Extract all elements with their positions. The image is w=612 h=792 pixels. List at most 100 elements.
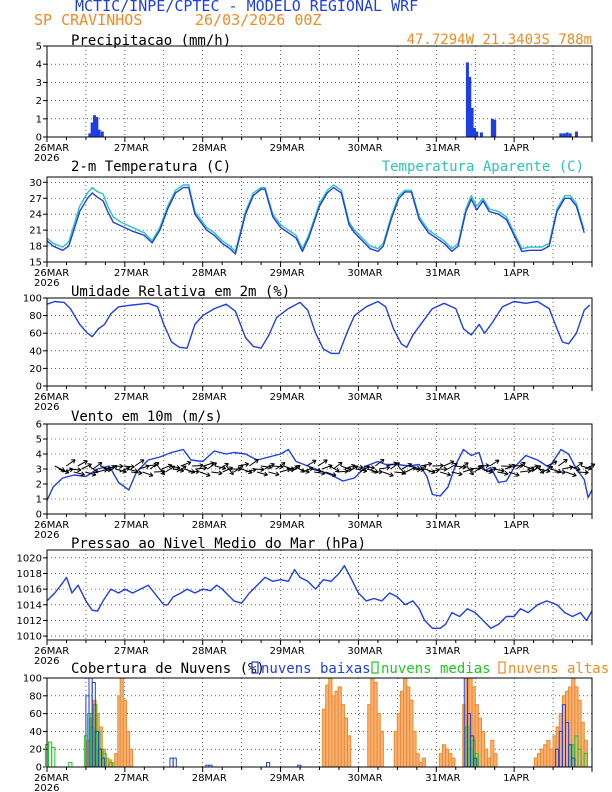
wind-arrow	[397, 465, 406, 475]
x-tick-label: 1APR	[503, 773, 529, 784]
wind-arrowhead	[97, 462, 103, 467]
wind-arrowhead	[370, 465, 375, 470]
wind-arrow	[211, 471, 223, 474]
wind-arrow	[214, 465, 226, 469]
precip-bar	[490, 118, 494, 137]
wind-arrowhead	[494, 459, 500, 464]
wind-arrow	[516, 461, 526, 470]
y-tick-label: 21	[29, 226, 42, 237]
legend-swatch	[251, 661, 259, 674]
wind-arrow	[382, 471, 394, 477]
x-tick-label: 26MAR	[34, 646, 69, 657]
wind-arrow	[466, 465, 474, 476]
precip-bar	[559, 133, 563, 137]
y-tick-label: 1012	[17, 616, 42, 627]
x-tick-label: 27MAR	[114, 646, 149, 657]
wind-arrow	[249, 459, 259, 467]
wind-arrow	[104, 466, 116, 470]
wind-arrow	[451, 471, 463, 476]
wind-arrow	[508, 471, 520, 476]
wind-arrow	[577, 471, 589, 474]
wind-arrowhead	[389, 472, 394, 477]
wind-arrow	[523, 465, 535, 471]
wind-arrow	[424, 468, 436, 474]
wind-arrow	[539, 468, 551, 473]
wind-arrow	[149, 461, 160, 470]
panel-title-temp: 2-m Temperatura (C)	[71, 159, 231, 175]
y-tick-label: 3	[36, 465, 42, 476]
y-tick-label: 60	[29, 329, 42, 340]
x-tick-label: 27MAR	[114, 143, 149, 154]
wind-arrowhead	[206, 472, 211, 477]
precip-bar	[100, 131, 104, 137]
wind-arrow	[535, 465, 545, 474]
x-tick-label: 1APR	[503, 143, 529, 154]
wind-arrow	[115, 468, 127, 473]
wind-arrow	[169, 465, 181, 469]
wind-arrowhead	[83, 460, 88, 465]
y-tick-label: 2	[36, 96, 42, 107]
x-tick-label: 1APR	[503, 646, 529, 657]
wind-arrow	[374, 458, 385, 467]
wind-arrowhead	[395, 462, 400, 467]
wind-arrow	[443, 460, 455, 467]
panel-title-clouds: Cobertura de Nuvens (%)	[71, 661, 265, 677]
y-tick-label: 18	[29, 242, 42, 253]
wind-arrow	[565, 471, 577, 477]
wind-arrow	[298, 468, 310, 473]
wind-arrow	[218, 463, 229, 470]
wind-arrowhead	[552, 460, 558, 465]
wind-arrow	[378, 466, 391, 470]
wind-arrowhead	[248, 469, 253, 474]
wind-arrow	[283, 465, 295, 471]
precip-bar	[568, 133, 572, 137]
wind-arrow	[531, 465, 542, 473]
x-tick-label: 29MAR	[270, 520, 305, 531]
wind-arrow	[222, 466, 233, 473]
wind-arrow	[65, 459, 76, 467]
x-tick-label: 1APR	[503, 392, 529, 403]
legend-label: nuvens baixas	[261, 661, 371, 677]
wind-arrowhead	[119, 463, 124, 469]
wind-arrowhead	[439, 463, 444, 469]
wind-arrow	[512, 464, 524, 467]
cloud-bar	[493, 753, 498, 768]
wind-arrow	[340, 465, 352, 471]
x-tick-label: 28MAR	[192, 773, 227, 784]
precip-bar	[475, 131, 479, 137]
x-tick-label: 1APR	[503, 520, 529, 531]
x-year-label: 2026	[34, 278, 59, 289]
wind-arrowhead	[401, 470, 406, 475]
y-tick-label: 1	[36, 114, 42, 125]
x-tick-label: 31MAR	[425, 520, 460, 531]
series-line	[46, 448, 593, 501]
cloud-bar	[451, 757, 456, 768]
y-tick-label: 5	[36, 42, 42, 53]
series-line	[46, 184, 585, 253]
panel-title-precip: Precipitacao (mm/h)	[71, 33, 231, 49]
wind-arrowhead	[176, 465, 181, 470]
y-tick-label: 0	[36, 510, 42, 521]
wind-arrow	[291, 464, 301, 473]
y-tick-label: 0	[36, 133, 42, 144]
wind-arrowhead	[485, 463, 490, 469]
x-tick-label: 31MAR	[425, 143, 460, 154]
x-tick-label: 26MAR	[34, 143, 69, 154]
x-tick-label: 31MAR	[425, 268, 460, 279]
cloud-bar	[172, 757, 177, 768]
legend-label: nuvens medias	[381, 661, 491, 677]
precip-bar	[468, 76, 472, 137]
wind-arrow	[260, 465, 272, 468]
wind-arrowhead	[195, 469, 200, 475]
wind-arrow	[455, 465, 467, 468]
temp-legend: Temperatura Aparente (C)	[382, 159, 584, 175]
wind-arrowhead	[218, 470, 223, 476]
wind-arrowhead	[80, 471, 85, 477]
wind-arrowhead	[504, 470, 509, 476]
wind-arrowhead	[563, 459, 568, 464]
wind-arrow	[317, 459, 328, 467]
wind-arrow	[268, 471, 280, 476]
x-tick-label: 29MAR	[270, 392, 305, 403]
x-tick-label: 26MAR	[34, 268, 69, 279]
wind-arrow	[69, 468, 82, 471]
